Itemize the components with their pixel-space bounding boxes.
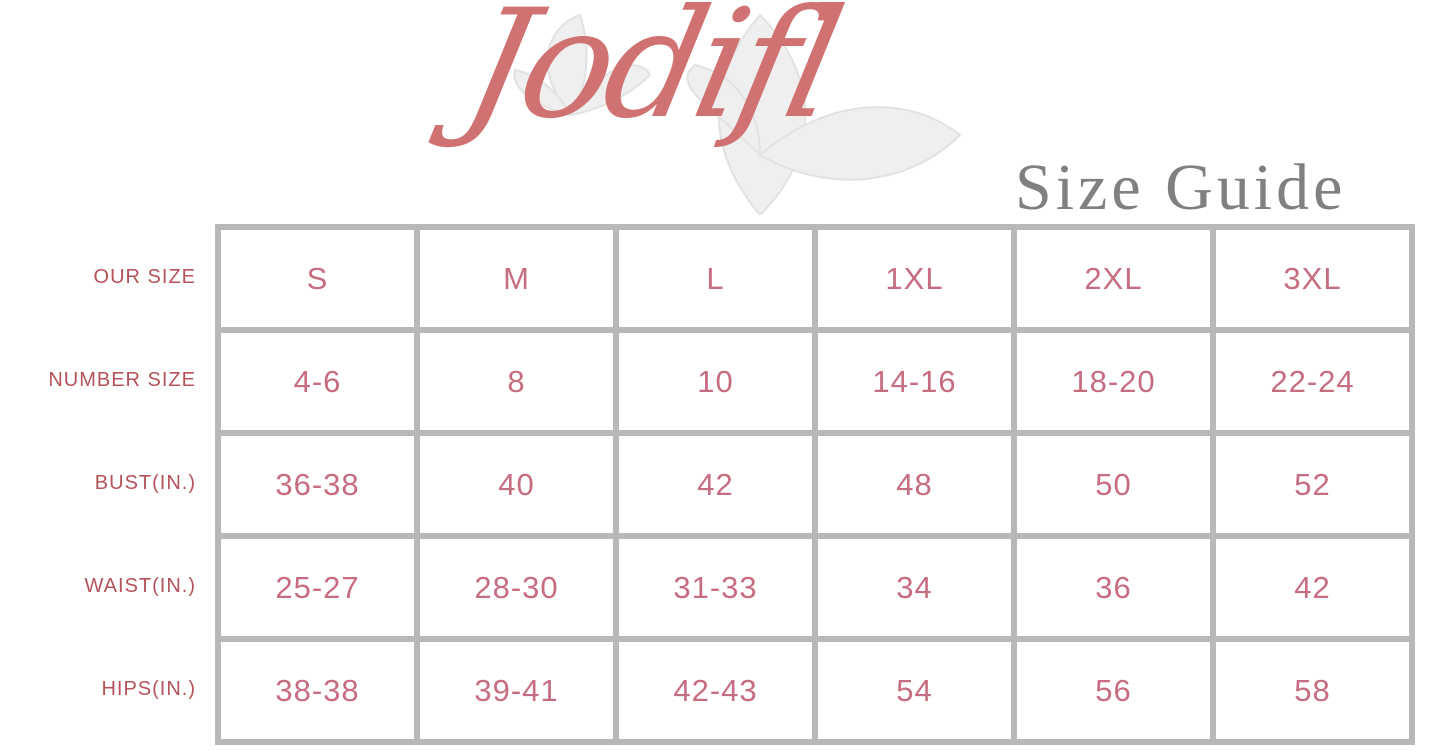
table-cell: 58 (1216, 642, 1409, 739)
table-cell: 50 (1017, 436, 1210, 533)
table-cell: 18-20 (1017, 333, 1210, 430)
table-cell: 2XL (1017, 230, 1210, 327)
table-cell: 8 (420, 333, 613, 430)
table-cell: 36-38 (221, 436, 414, 533)
table-cell: 34 (818, 539, 1011, 636)
table-cell: 22-24 (1216, 333, 1409, 430)
row-label: WAIST(IN.) (84, 575, 196, 597)
table-cell: 42-43 (619, 642, 812, 739)
table-cell: 38-38 (221, 642, 414, 739)
row-label: OUR SIZE (93, 266, 196, 288)
table-cell: 28-30 (420, 539, 613, 636)
table-cell: 10 (619, 333, 812, 430)
table-cell: M (420, 230, 613, 327)
table-cell: 40 (420, 436, 613, 533)
table-cell: 36 (1017, 539, 1210, 636)
table-cell: 31-33 (619, 539, 812, 636)
table-cell: 1XL (818, 230, 1011, 327)
table-cell: 4-6 (221, 333, 414, 430)
row-label: NUMBER SIZE (48, 369, 196, 391)
table-cell: 48 (818, 436, 1011, 533)
table-cell: 39-41 (420, 642, 613, 739)
table-cell: 52 (1216, 436, 1409, 533)
table-cell: 42 (1216, 539, 1409, 636)
table-cell: 42 (619, 436, 812, 533)
table-cell: 3XL (1216, 230, 1409, 327)
page-title: Size Guide (1015, 151, 1347, 224)
row-label: HIPS(IN.) (101, 678, 196, 700)
table-cell: L (619, 230, 812, 327)
flower-watermark (513, 13, 962, 215)
table-cell: 25-27 (221, 539, 414, 636)
table-cell: 56 (1017, 642, 1210, 739)
table-cell: S (221, 230, 414, 327)
table-cell: 54 (818, 642, 1011, 739)
table-cell: 14-16 (818, 333, 1011, 430)
brand-logo: Jodifl (451, 0, 851, 152)
size-table: S M L 1XL 2XL 3XL 4-6 8 10 14-16 18-20 22-24 36-38 40… (215, 224, 1415, 745)
row-label: BUST(IN.) (94, 472, 196, 494)
